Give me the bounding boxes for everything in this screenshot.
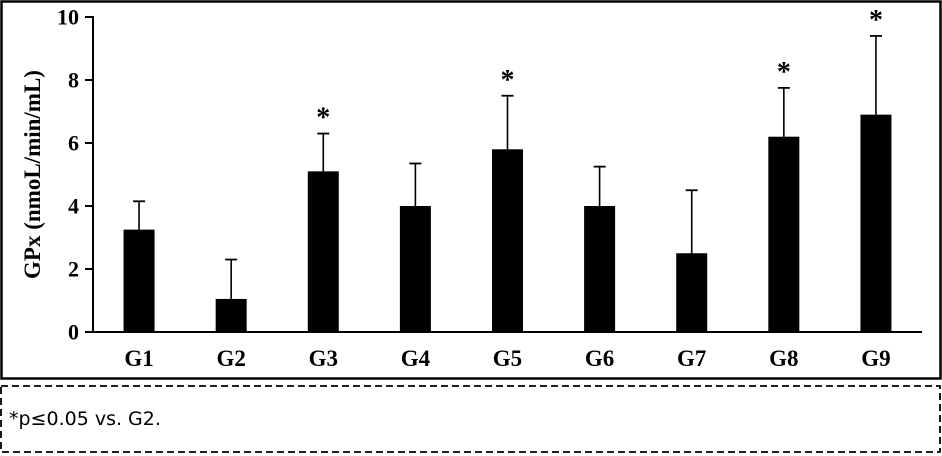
bar [860, 114, 892, 333]
x-tick-label: G7 [677, 346, 706, 371]
bar [215, 298, 247, 332]
bar [584, 206, 616, 332]
significance-marker: * [501, 65, 515, 96]
bar [768, 136, 800, 332]
significance-marker: * [777, 57, 791, 88]
y-tick-label: 2 [68, 257, 79, 282]
x-tick-label: G1 [124, 346, 153, 371]
chart-border [0, 0, 942, 380]
y-tick-label: 4 [68, 194, 79, 219]
y-tick-label: 0 [68, 320, 79, 345]
chart-area: 0 2 4 6 8 10 GPx (nmoL/min/mL) G1 G2 * G3 G4 * G5 G6 G7… [0, 0, 942, 380]
x-tick-label: G9 [861, 346, 890, 371]
x-tick-label: G5 [493, 346, 522, 371]
y-tick-label: 6 [68, 131, 79, 156]
bar [399, 206, 431, 332]
x-tick-label: G4 [401, 346, 431, 371]
significance-marker: * [316, 103, 330, 134]
significance-marker: * [869, 5, 883, 36]
y-tick-label: 10 [57, 5, 79, 30]
gpx-bar-chart: 0 2 4 6 8 10 GPx (nmoL/min/mL) G1 G2 * G3 G4 * G5 G6 G7… [0, 0, 942, 380]
y-tick-label: 8 [68, 68, 79, 93]
x-tick-label: G2 [216, 346, 245, 371]
bar [676, 253, 708, 332]
bar [492, 149, 523, 332]
y-axis-title: GPx (nmoL/min/mL) [20, 70, 45, 279]
x-tick-label: G8 [769, 346, 798, 371]
footnote-dashed-border [0, 385, 941, 453]
footnote-box: *p≤0.05 vs. G2. [0, 384, 942, 454]
bar [307, 171, 339, 332]
bar [123, 229, 155, 332]
x-tick-label: G3 [309, 346, 338, 371]
x-tick-label: G6 [585, 346, 614, 371]
footnote-text: *p≤0.05 vs. G2. [9, 408, 161, 430]
